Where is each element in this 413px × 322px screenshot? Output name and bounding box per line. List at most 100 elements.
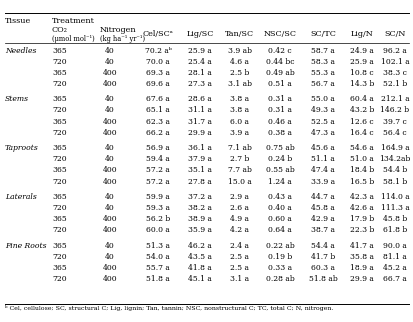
Text: 65.1 a: 65.1 a	[146, 107, 169, 115]
Text: SC/TC: SC/TC	[309, 30, 335, 38]
Text: 720: 720	[52, 129, 67, 137]
Text: 18.4 b: 18.4 b	[349, 166, 373, 175]
Text: 114.0 a: 114.0 a	[380, 193, 408, 201]
Text: 2.5 a: 2.5 a	[230, 253, 249, 261]
Text: 365: 365	[52, 215, 67, 223]
Text: 14.3 b: 14.3 b	[349, 80, 373, 88]
Text: 96.2 a: 96.2 a	[382, 46, 406, 54]
Text: 56.7 a: 56.7 a	[310, 80, 334, 88]
Text: 59.3 a: 59.3 a	[146, 204, 170, 212]
Text: 29.9 a: 29.9 a	[349, 275, 373, 283]
Text: 365: 365	[52, 69, 67, 77]
Text: 15.0 a: 15.0 a	[228, 178, 252, 186]
Text: 720: 720	[52, 80, 67, 88]
Text: 4.6 a: 4.6 a	[230, 58, 249, 66]
Text: 40: 40	[105, 193, 114, 201]
Text: 3.1 a: 3.1 a	[230, 275, 249, 283]
Text: 2.7 b: 2.7 b	[230, 155, 249, 163]
Text: 41.7 b: 41.7 b	[310, 253, 334, 261]
Text: (kg ha⁻¹ yr⁻¹): (kg ha⁻¹ yr⁻¹)	[100, 35, 145, 43]
Text: ᵇ Cel, cellulose; SC, structural C; Lig, lignin; Tan, tannin; NSC, nonstructural: ᵇ Cel, cellulose; SC, structural C; Lig,…	[5, 305, 332, 311]
Text: 46.2 a: 46.2 a	[188, 242, 211, 250]
Text: 60.3 a: 60.3 a	[310, 264, 334, 272]
Text: 0.42 c: 0.42 c	[268, 46, 291, 54]
Text: 60.0 a: 60.0 a	[146, 226, 169, 234]
Text: 37.2 a: 37.2 a	[188, 193, 211, 201]
Text: 40: 40	[105, 95, 114, 103]
Text: Fine Roots: Fine Roots	[5, 242, 46, 250]
Text: 40: 40	[105, 242, 114, 250]
Text: 52.5 a: 52.5 a	[310, 118, 334, 126]
Text: 55.0 a: 55.0 a	[310, 95, 334, 103]
Text: 24.9 a: 24.9 a	[349, 46, 373, 54]
Text: 42.9 a: 42.9 a	[310, 215, 334, 223]
Text: 40: 40	[105, 253, 114, 261]
Text: 25.4 a: 25.4 a	[188, 58, 211, 66]
Text: 25.9 a: 25.9 a	[349, 58, 373, 66]
Text: 0.33 a: 0.33 a	[267, 264, 291, 272]
Text: 59.9 a: 59.9 a	[146, 193, 169, 201]
Text: 2.6 a: 2.6 a	[230, 204, 249, 212]
Text: Needles: Needles	[5, 46, 36, 54]
Text: 400: 400	[102, 215, 117, 223]
Text: 0.24 b: 0.24 b	[267, 155, 292, 163]
Text: 31.7 a: 31.7 a	[188, 118, 211, 126]
Text: 720: 720	[52, 178, 67, 186]
Text: NSC/SC: NSC/SC	[263, 30, 296, 38]
Text: 37.9 a: 37.9 a	[188, 155, 211, 163]
Text: 47.3 a: 47.3 a	[310, 129, 334, 137]
Text: 2.4 a: 2.4 a	[230, 242, 249, 250]
Text: 40: 40	[105, 204, 114, 212]
Text: 70.2 aᵇ: 70.2 aᵇ	[144, 46, 171, 54]
Text: Taproots: Taproots	[5, 144, 39, 152]
Text: 4.2 a: 4.2 a	[230, 226, 249, 234]
Text: 7.1 ab: 7.1 ab	[228, 144, 252, 152]
Text: 45.8 b: 45.8 b	[382, 215, 406, 223]
Text: 400: 400	[102, 275, 117, 283]
Text: 0.64 a: 0.64 a	[267, 226, 291, 234]
Text: 1.24 a: 1.24 a	[267, 178, 291, 186]
Text: 17.9 b: 17.9 b	[349, 215, 373, 223]
Text: 0.28 ab: 0.28 ab	[265, 275, 294, 283]
Text: 365: 365	[52, 242, 67, 250]
Text: 35.9 a: 35.9 a	[188, 226, 211, 234]
Text: 41.8 a: 41.8 a	[188, 264, 211, 272]
Text: 45.6 a: 45.6 a	[310, 144, 334, 152]
Text: 365: 365	[52, 166, 67, 175]
Text: 45.8 a: 45.8 a	[310, 204, 334, 212]
Text: 41.7 a: 41.7 a	[349, 242, 373, 250]
Text: 400: 400	[102, 178, 117, 186]
Text: 51.1 a: 51.1 a	[310, 155, 334, 163]
Text: 400: 400	[102, 129, 117, 137]
Text: 134.2ab: 134.2ab	[378, 155, 410, 163]
Text: 3.8 a: 3.8 a	[230, 95, 249, 103]
Text: 42.6 a: 42.6 a	[349, 204, 373, 212]
Text: 7.7 ab: 7.7 ab	[228, 166, 252, 175]
Text: 43.5 a: 43.5 a	[188, 253, 211, 261]
Text: 0.46 a: 0.46 a	[267, 118, 291, 126]
Text: 16.4 c: 16.4 c	[349, 129, 373, 137]
Text: 58.7 a: 58.7 a	[310, 46, 334, 54]
Text: 2.9 a: 2.9 a	[230, 193, 249, 201]
Text: Lig/N: Lig/N	[350, 30, 373, 38]
Text: 62.3 a: 62.3 a	[146, 118, 170, 126]
Text: 0.31 a: 0.31 a	[267, 107, 291, 115]
Text: 40: 40	[105, 107, 114, 115]
Text: 27.8 a: 27.8 a	[188, 178, 211, 186]
Text: 12.6 c: 12.6 c	[349, 118, 373, 126]
Text: 0.43 a: 0.43 a	[267, 193, 291, 201]
Text: 70.0 a: 70.0 a	[146, 58, 169, 66]
Text: 0.22 ab: 0.22 ab	[265, 242, 294, 250]
Text: 720: 720	[52, 107, 67, 115]
Text: 365: 365	[52, 193, 67, 201]
Text: 39.7 c: 39.7 c	[382, 118, 406, 126]
Text: Stems: Stems	[5, 95, 29, 103]
Text: 22.3 b: 22.3 b	[349, 226, 373, 234]
Text: 2.5 b: 2.5 b	[230, 69, 249, 77]
Text: 400: 400	[102, 166, 117, 175]
Text: 54.4 b: 54.4 b	[382, 166, 406, 175]
Text: 61.8 b: 61.8 b	[382, 226, 406, 234]
Text: 720: 720	[52, 226, 67, 234]
Text: 40: 40	[105, 46, 114, 54]
Text: 16.5 b: 16.5 b	[349, 178, 373, 186]
